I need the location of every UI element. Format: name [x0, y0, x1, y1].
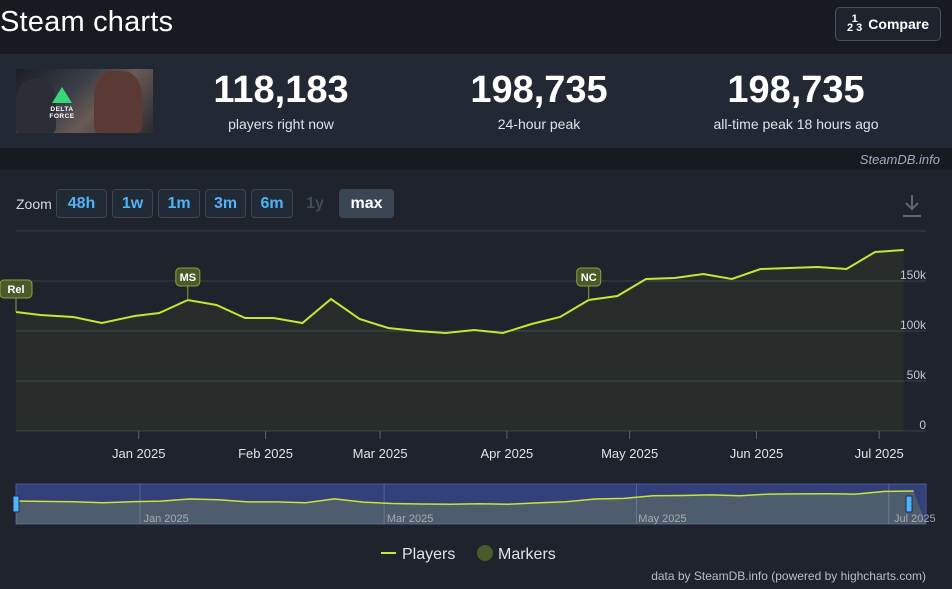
- x-tick-label: Mar 2025: [353, 446, 408, 461]
- data-point: [415, 330, 418, 333]
- navigator-line: [15, 490, 914, 506]
- legend-markers-swatch: [477, 545, 493, 561]
- stat-label: 24-hour peak: [497, 116, 581, 132]
- marker-label: MS: [180, 272, 197, 284]
- navigator-area: [16, 491, 926, 524]
- zoom-max-button[interactable]: max: [339, 189, 394, 218]
- stat-all-time-peak: 198,735 all-time peak 18 hours ago: [676, 70, 916, 132]
- players-area: [16, 250, 904, 431]
- chart-panel: Zoom 48h 1w 1m 3m 6m 1y max 0 50k 100k 150k…: [0, 170, 952, 589]
- data-point: [501, 332, 504, 335]
- navigator-handle-right: [905, 495, 913, 513]
- fraction-icon: 1 2 3: [847, 13, 863, 34]
- stat-label: all-time peak 18 hours ago: [713, 116, 879, 132]
- marker-flag: [175, 267, 201, 287]
- y-tick-label: 50k: [907, 368, 927, 382]
- data-point: [645, 278, 648, 281]
- x-tick-label: Jan 2025: [112, 446, 166, 461]
- x-tick-label: Apr 2025: [481, 446, 534, 461]
- x-tick-label: May 2025: [601, 446, 658, 461]
- zoom-48h-button[interactable]: 48h: [56, 189, 107, 218]
- data-point: [100, 322, 103, 325]
- thumb-figure-left: [16, 79, 56, 133]
- fraction-icon-top: 1: [851, 13, 858, 25]
- page-title: Steam charts: [0, 6, 174, 38]
- y-tick-label: 100k: [900, 318, 927, 332]
- zoom-label: Zoom: [16, 196, 52, 212]
- data-point: [473, 329, 476, 332]
- event-marker: Rel: [0, 279, 33, 312]
- x-tick-label: Jul 2025: [855, 446, 904, 461]
- data-point: [759, 268, 762, 271]
- stat-24h-peak: 198,735 24-hour peak: [439, 70, 639, 132]
- data-point: [816, 266, 819, 269]
- data-point: [215, 304, 218, 307]
- zoom-3m-button[interactable]: 3m: [205, 189, 246, 218]
- stat-value: 198,735: [727, 69, 865, 111]
- data-point: [301, 322, 304, 325]
- data-point: [874, 251, 877, 254]
- data-point: [72, 316, 75, 319]
- stat-current-players: 118,183 players right now: [181, 70, 381, 132]
- event-marker: NC: [576, 267, 602, 300]
- data-point: [158, 312, 161, 315]
- zoom-1w-button[interactable]: 1w: [112, 189, 153, 218]
- data-point: [330, 298, 333, 301]
- thumb-figure-right: [94, 71, 142, 133]
- players-line: [15, 249, 904, 335]
- y-tick-label: 150k: [900, 268, 927, 282]
- data-point: [530, 323, 533, 326]
- chart-legend: Players Markers: [381, 545, 556, 563]
- stat-value: 198,735: [470, 69, 608, 111]
- game-logo-text: DELTA FORCE: [49, 106, 75, 120]
- highcharts-credit[interactable]: data by SteamDB.info (powered by highcha…: [651, 569, 926, 583]
- x-tick-label: Feb 2025: [238, 446, 293, 461]
- zoom-1y-button: 1y: [306, 194, 324, 212]
- stat-value: 118,183: [213, 69, 349, 111]
- legend-players-label: Players: [402, 546, 455, 563]
- game-logo-icon: [52, 87, 72, 103]
- data-point: [272, 317, 275, 320]
- data-point: [902, 249, 905, 252]
- marker-label: Rel: [7, 284, 24, 296]
- game-logo: DELTA FORCE: [38, 87, 86, 120]
- data-point: [845, 268, 848, 271]
- compare-label: Compare: [868, 16, 929, 32]
- marker-label: NC: [581, 272, 597, 284]
- data-point: [358, 318, 361, 321]
- stats-panel: DELTA FORCE 118,183 players right now 19…: [0, 54, 952, 148]
- data-point: [133, 315, 136, 318]
- player-chart: 0 50k 100k 150k Jan 2025 Feb 2025 Mar 2025 Apr …: [0, 230, 936, 563]
- legend-markers-label: Markers: [498, 546, 556, 563]
- x-tick-label: Jun 2025: [730, 446, 784, 461]
- y-tick-label: 0: [919, 418, 926, 432]
- zoom-6m-button[interactable]: 6m: [251, 189, 293, 218]
- navigator-handle-left: [12, 495, 20, 513]
- data-point: [387, 327, 390, 330]
- game-thumbnail[interactable]: DELTA FORCE: [16, 69, 153, 133]
- data-point: [616, 295, 619, 298]
- steamdb-credit-link[interactable]: SteamDB.info: [859, 152, 940, 167]
- marker-flag: [0, 279, 33, 299]
- data-point: [673, 277, 676, 280]
- data-point: [444, 332, 447, 335]
- marker-flag: [576, 267, 602, 287]
- navigator-tick-label: Jan 2025: [143, 513, 188, 525]
- compare-button[interactable]: 1 2 3 Compare: [835, 7, 941, 41]
- download-icon[interactable]: [900, 192, 924, 220]
- navigator-tick-label: Jul 2025: [894, 513, 936, 525]
- data-point: [788, 267, 791, 270]
- data-point: [559, 316, 562, 319]
- data-point: [244, 317, 247, 320]
- data-point: [702, 273, 705, 276]
- navigator-tick-label: Mar 2025: [387, 513, 433, 525]
- zoom-1m-button[interactable]: 1m: [158, 189, 200, 218]
- data-point: [39, 314, 42, 317]
- stat-label: players right now: [228, 116, 334, 132]
- fraction-icon-bottom: 2 3: [847, 22, 863, 34]
- navigator-tick-label: May 2025: [638, 513, 686, 525]
- data-point: [730, 278, 733, 281]
- event-marker: MS: [175, 267, 201, 300]
